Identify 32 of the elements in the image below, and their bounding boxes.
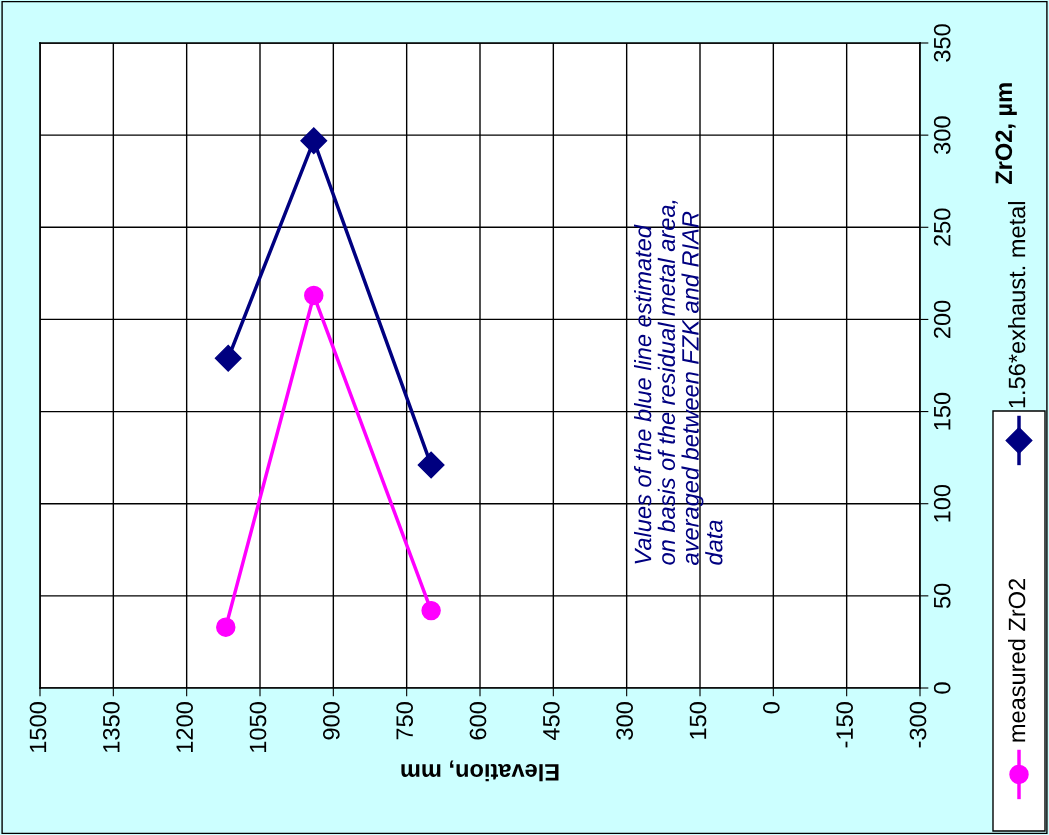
x-axis-title: Elevation, mm: [401, 760, 559, 782]
y-axis-title: ZrO2, µm: [995, 83, 1017, 185]
text: 1.56*exhaust. metal: [1007, 202, 1026, 408]
x-tick-label: 0: [762, 702, 780, 714]
y-tick-label: 250: [933, 208, 951, 246]
y-tick-label: 100: [933, 484, 951, 522]
y-tick-label: 200: [933, 300, 951, 338]
point: [304, 285, 324, 306]
y-tick-label: 350: [933, 24, 951, 62]
x-tick-label: -300: [909, 702, 927, 748]
x-tick-label: 150: [689, 702, 707, 739]
x-tick-label: 900: [322, 702, 340, 740]
x-tick-label: -150: [836, 702, 853, 748]
y-tick-label: 0: [933, 682, 951, 694]
point: [214, 344, 242, 372]
text: measured ZrO2: [1007, 579, 1026, 742]
x-tick-label: 1050: [249, 702, 267, 752]
y-tick-label: 300: [933, 116, 951, 154]
x-tick-label: 300: [616, 702, 633, 740]
x-tick-label: 600: [469, 702, 487, 740]
x-tick-label: 450: [542, 702, 560, 741]
point: [300, 127, 328, 155]
annotation: Values of the blue line estimated on basis of the residual metal area, averaged between FZK and RIAR data: [634, 200, 723, 565]
point: [421, 600, 441, 621]
x-tick-label: 1200: [176, 702, 193, 752]
x-tick-label: 750: [396, 702, 413, 740]
point: [417, 451, 445, 479]
y-tick-label: 150: [933, 392, 951, 430]
x-tick-label: 1500: [29, 702, 47, 752]
point: [216, 617, 236, 637]
y-tick-label: 50: [933, 583, 951, 609]
x-tick-label: 1350: [102, 702, 120, 752]
